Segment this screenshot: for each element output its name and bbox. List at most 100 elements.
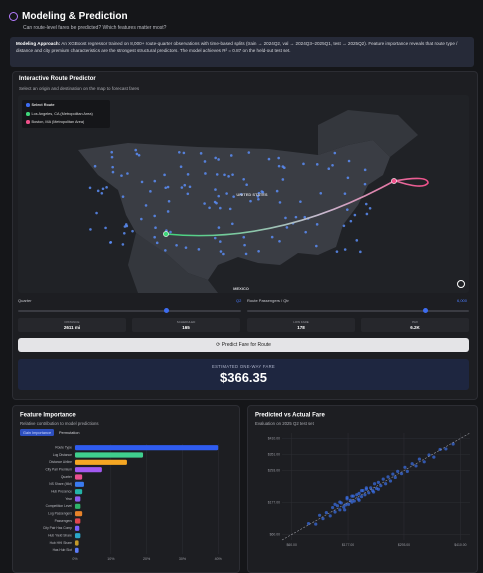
point: [338, 500, 342, 504]
city-dot: [131, 229, 134, 233]
point: [359, 495, 364, 499]
point: [357, 491, 361, 495]
city-dot: [257, 249, 260, 253]
point: [396, 469, 400, 474]
city-dot: [208, 206, 211, 210]
point: [379, 484, 383, 488]
city-dot: [281, 178, 285, 181]
point: [432, 455, 436, 459]
page-subtitle: Can route-level fares be predicted? Whic…: [23, 25, 167, 31]
scatter-panel: Predicted vs Actual Fare Evaluation on 20…: [247, 405, 478, 573]
reference-line: [281, 432, 471, 541]
point: [344, 503, 348, 507]
city-dot: [231, 222, 234, 226]
predict-button[interactable]: ⟳ Predict Fare for Route: [18, 338, 469, 352]
y-tick-label: Log Distance: [53, 453, 72, 457]
point: [331, 506, 335, 510]
city-dot: [223, 173, 226, 177]
city-dot: [275, 189, 279, 193]
city-dot: [242, 177, 245, 181]
city-dot: [304, 230, 307, 234]
city-dot: [342, 224, 346, 228]
x-tick-label: 30%: [179, 557, 187, 561]
city-dot: [121, 243, 125, 246]
y-tick-label: $351.00: [268, 453, 280, 457]
bar: [75, 511, 83, 517]
point: [376, 487, 381, 491]
header-icon: [9, 12, 18, 21]
city-dot: [213, 236, 217, 240]
bar: [75, 540, 79, 546]
point: [350, 500, 354, 504]
tab[interactable]: Permutation: [59, 431, 79, 435]
point: [371, 490, 376, 494]
bar: [75, 467, 102, 473]
point: [384, 482, 388, 486]
city-dot: [364, 202, 368, 206]
city-dot: [109, 241, 112, 244]
tab[interactable]: Gain Importance: [23, 431, 51, 435]
importance-chart: Feature Importance Relative contribution …: [20, 413, 223, 561]
bar: [75, 489, 83, 495]
city-dot: [219, 206, 222, 210]
city-dot: [278, 240, 281, 243]
destination-marker[interactable]: [391, 178, 397, 184]
stat-value: 165: [182, 325, 190, 330]
legend-item[interactable]: Boston, MA (Metropolitan Area): [26, 120, 84, 124]
city-dot: [277, 164, 281, 168]
route-map[interactable]: UNITED STATES MEXICO Select Route Los An…: [18, 95, 469, 293]
city-dot: [343, 248, 347, 251]
city-dot: [183, 183, 187, 187]
x-tick-label: $177.00: [342, 543, 354, 547]
quarter-slider[interactable]: [18, 308, 241, 314]
city-dot: [204, 172, 207, 175]
city-dot: [215, 173, 219, 176]
point: [391, 472, 395, 476]
slider-value: 6,000: [457, 298, 468, 303]
city-dot: [197, 248, 201, 251]
city-dot: [123, 225, 127, 228]
legend-title-text: Select Route: [31, 103, 55, 107]
city-dot: [335, 250, 339, 253]
bar: [75, 503, 81, 509]
bar: [75, 525, 80, 531]
city-dot: [104, 226, 107, 230]
slider-knob[interactable]: [164, 308, 169, 314]
point: [321, 517, 325, 521]
point: [333, 502, 337, 506]
city-dot: [327, 167, 331, 171]
stat-label: LOW FARE: [293, 320, 309, 324]
point: [338, 508, 342, 512]
legend-item[interactable]: Los Angeles, CA (Metropolitan Area): [26, 112, 93, 116]
city-dot: [363, 168, 367, 172]
city-dot: [95, 211, 98, 215]
point: [363, 493, 367, 497]
approach-box: Modeling Approach: An XGBoost regressor …: [10, 37, 474, 67]
y-tick-label: Has Hub Slot: [53, 548, 73, 552]
city-dot: [135, 152, 139, 156]
y-tick-label: City Pair Premium: [45, 468, 72, 472]
city-dot: [126, 172, 129, 175]
y-tick-label: Hub Presence: [51, 490, 72, 494]
point: [352, 499, 356, 503]
city-dot: [155, 241, 159, 245]
y-tick-label: $177.00: [268, 500, 280, 504]
map-label: UNITED STATES: [236, 192, 268, 197]
point: [417, 457, 421, 461]
city-dot: [315, 163, 319, 166]
city-dot: [303, 215, 307, 219]
city-dot: [164, 249, 167, 252]
city-dot: [134, 148, 138, 152]
point: [403, 465, 407, 469]
passenger-slider[interactable]: [247, 308, 469, 314]
panel-subtitle: Select an origin and destination on the …: [19, 86, 140, 91]
point: [364, 486, 368, 490]
y-tick-label: Distance Airline: [49, 460, 72, 464]
map-canvas[interactable]: UNITED STATES MEXICO: [18, 95, 469, 293]
city-dot: [186, 173, 190, 176]
origin-marker[interactable]: [163, 231, 169, 237]
city-dot: [111, 170, 115, 174]
slider-knob[interactable]: [423, 308, 428, 314]
city-dot: [96, 189, 100, 193]
point: [388, 479, 393, 483]
